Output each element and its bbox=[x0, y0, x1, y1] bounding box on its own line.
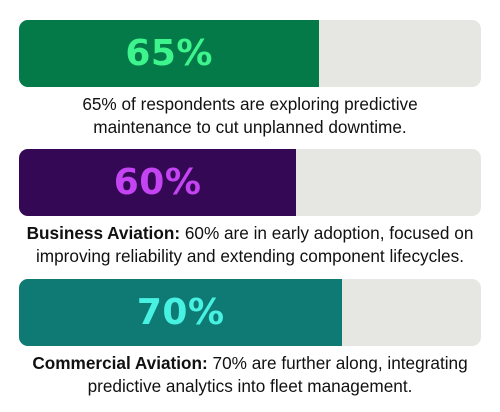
bar-block-3: 70% Commercial Aviation: 70% are further… bbox=[19, 279, 481, 398]
bar-fill-3 bbox=[19, 279, 343, 346]
bar-fill-1 bbox=[19, 20, 320, 87]
bar-value-label-2: 60% bbox=[113, 162, 202, 203]
bar-value-label-3: 70% bbox=[136, 292, 225, 333]
bar-fill-2 bbox=[19, 149, 297, 216]
bar-caption-bold-3: Commercial Aviation: bbox=[32, 353, 208, 373]
bar-caption-line2-1: maintenance to cut unplanned downtime. bbox=[93, 117, 407, 137]
bar-caption-line2-3: predictive analytics into fleet manageme… bbox=[87, 376, 413, 396]
bar-value-label-1: 65% bbox=[125, 33, 213, 74]
bar-block-2: 60% Business Aviation: 60% are in early … bbox=[19, 149, 481, 268]
bar-caption-line1-1: 65% of respondents are exploring predict… bbox=[82, 94, 418, 114]
bar-block-1: 65% 65% of respondents are exploring pre… bbox=[19, 20, 481, 139]
bar-caption-3: Commercial Aviation: 70% are further alo… bbox=[19, 352, 481, 398]
bar-track-2: 60% bbox=[19, 149, 481, 216]
bar-caption-line1-3: 70% are further along, integrating bbox=[207, 353, 468, 373]
bar-track-1: 65% bbox=[19, 20, 481, 87]
bar-caption-line1-2: 60% are in early adoption, focused on bbox=[180, 223, 474, 243]
bar-track-3: 70% bbox=[19, 279, 481, 346]
bar-caption-bold-2: Business Aviation: bbox=[26, 223, 181, 243]
bar-caption-line2-2: improving reliability and extending comp… bbox=[35, 246, 464, 266]
bar-caption-2: Business Aviation: 60% are in early adop… bbox=[19, 222, 481, 268]
bar-caption-1: 65% of respondents are exploring predict… bbox=[19, 93, 481, 139]
